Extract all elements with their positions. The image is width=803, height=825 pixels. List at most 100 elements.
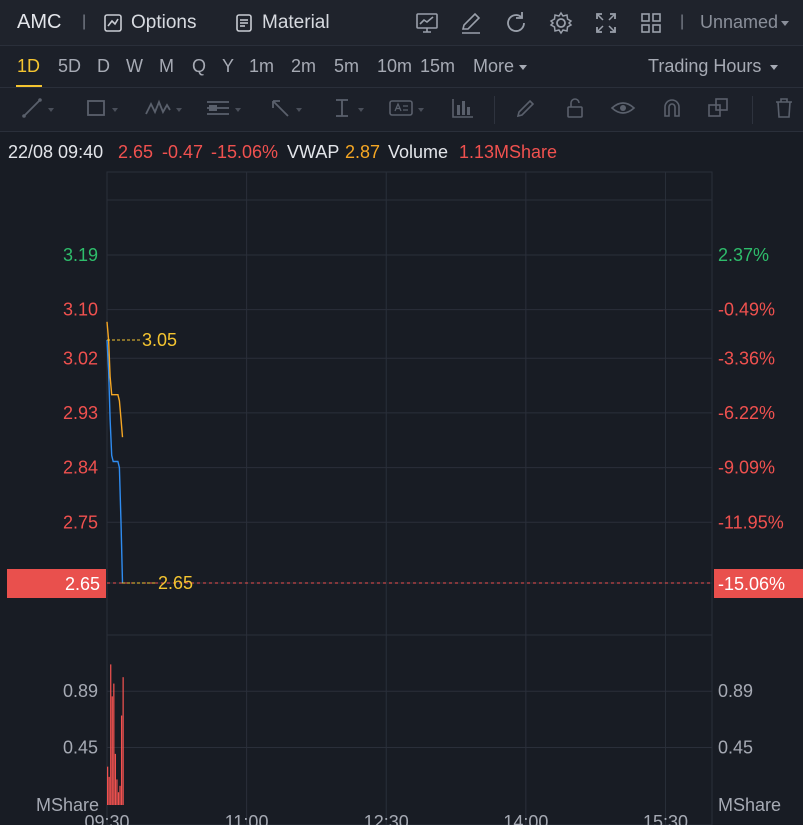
- period-1m[interactable]: 1m: [249, 56, 275, 76]
- pct-tick-label: -9.09%: [718, 458, 775, 478]
- pct-tick-label: -11.95%: [718, 512, 784, 532]
- lock-icon: [563, 96, 587, 125]
- fib-tool[interactable]: [205, 98, 242, 122]
- session-dropdown[interactable]: Trading Hours: [648, 56, 779, 77]
- more-periods-dropdown[interactable]: More: [473, 56, 528, 77]
- toolbar-separator-2: |: [680, 13, 685, 30]
- volume-bar: [107, 766, 109, 805]
- indicator-icon[interactable]: [414, 10, 440, 36]
- text-box-icon: [388, 96, 414, 125]
- current-pct-tag: -15.06%: [718, 574, 785, 594]
- volume-unit-label: MShare: [36, 795, 99, 815]
- period-q[interactable]: Q: [192, 56, 207, 76]
- options-label: Options: [131, 12, 197, 33]
- caret-down-icon: [175, 101, 183, 119]
- volume-bar: [108, 776, 110, 805]
- time-tick-label: 12:30: [364, 812, 409, 825]
- period-5m[interactable]: 5m: [334, 56, 360, 76]
- brush-tool[interactable]: [514, 98, 538, 122]
- quote-price: 2.65: [118, 142, 154, 162]
- material-button[interactable]: Material: [234, 9, 330, 37]
- layout-dropdown[interactable]: Unnamed: [700, 12, 790, 33]
- drawing-toolbar: [0, 88, 803, 132]
- volume-bar: [114, 753, 116, 805]
- vwap-label: VWAP: [287, 142, 340, 162]
- time-tick-label: 15:30: [643, 812, 688, 825]
- volume-bar: [117, 792, 120, 805]
- time-tick-label: 09:30: [84, 812, 129, 825]
- toolbar-divider: [752, 96, 753, 124]
- grid-layout-icon[interactable]: [638, 10, 664, 36]
- price-line: [106, 339, 124, 584]
- current-price-tag-bg: [7, 569, 106, 598]
- arrow-icon: [268, 96, 292, 125]
- volume-unit-label-right: MShare: [718, 795, 781, 815]
- volume-bar: [120, 715, 123, 805]
- volume-bar: [110, 664, 112, 805]
- caret-down-icon: [47, 101, 55, 119]
- delete-drawings-tool[interactable]: [772, 96, 796, 125]
- layout-name: Unnamed: [700, 12, 779, 32]
- volume-value: 1.13MShare: [459, 142, 558, 162]
- active-period-indicator: [16, 85, 42, 87]
- pattern-tool[interactable]: [144, 98, 183, 122]
- options-button[interactable]: Options: [103, 9, 196, 37]
- period-m[interactable]: M: [159, 56, 174, 76]
- price-tick-label: 3.10: [63, 300, 98, 320]
- trend-line-icon: [20, 96, 44, 125]
- period-5d[interactable]: 5D: [58, 56, 82, 76]
- caret-down-icon: [518, 56, 528, 77]
- period-2m[interactable]: 2m: [291, 56, 317, 76]
- settings-icon[interactable]: [548, 10, 574, 36]
- caret-down-icon: [295, 101, 303, 119]
- period-10m[interactable]: 10m: [377, 56, 413, 76]
- refresh-icon[interactable]: [503, 10, 529, 36]
- magnet-tool[interactable]: [660, 98, 684, 122]
- pct-tick-label: -0.49%: [718, 300, 775, 320]
- quote-datetime: 22/08 09:40: [8, 142, 104, 162]
- toolbar-separator: |: [82, 13, 87, 30]
- draw-icon[interactable]: [458, 10, 484, 36]
- show-drawings-tool[interactable]: [610, 98, 636, 122]
- volume-bar: [113, 683, 115, 805]
- trend-line-tool[interactable]: [20, 96, 55, 125]
- period-1d[interactable]: 1D: [17, 56, 41, 76]
- caret-down-icon: [357, 101, 365, 119]
- volume-profile-tool[interactable]: [450, 98, 476, 122]
- session-label: Trading Hours: [648, 56, 762, 76]
- arrow-tool[interactable]: [268, 98, 303, 122]
- period-y[interactable]: Y: [222, 56, 235, 76]
- vwap-line: [106, 321, 124, 438]
- current-price-tag: 2.65: [65, 574, 100, 594]
- caret-down-icon: [769, 56, 779, 77]
- pattern-icon: [144, 96, 172, 125]
- volume-tick-label: 0.45: [63, 737, 98, 757]
- volume-bar: [116, 779, 118, 805]
- fullscreen-icon[interactable]: [593, 10, 619, 36]
- volume-bar: [111, 696, 113, 805]
- period-w[interactable]: W: [126, 56, 143, 76]
- vwap-value: 2.87: [345, 142, 381, 162]
- price-tick-label: 2.84: [63, 458, 98, 478]
- volume-tick-label-right: 0.89: [718, 681, 753, 701]
- text-tool[interactable]: [388, 98, 425, 122]
- period-d[interactable]: D: [97, 56, 110, 76]
- price-tick-label: 3.02: [63, 348, 98, 368]
- copy-drawings-tool[interactable]: [706, 96, 730, 125]
- measure-tool[interactable]: [330, 98, 365, 122]
- copy-icon: [706, 96, 730, 125]
- more-label: More: [473, 56, 515, 76]
- quote-change-pct: -15.06%: [211, 142, 279, 162]
- symbol-title[interactable]: AMC: [17, 11, 62, 33]
- intraday-chart[interactable]: 3.19 3.10 3.02 2.93 2.84 2.75 2.37% -0.49% -3.36…: [0, 170, 803, 825]
- material-icon: [234, 13, 254, 33]
- pct-tick-label: 2.37%: [718, 245, 769, 265]
- quote-change: -0.47: [162, 142, 204, 162]
- price-tick-label: 2.93: [63, 403, 98, 423]
- lock-drawings-tool[interactable]: [563, 96, 587, 125]
- current-pct-tag-bg: [714, 569, 803, 598]
- period-15m[interactable]: 15m: [420, 56, 456, 76]
- rectangle-tool[interactable]: [84, 98, 119, 122]
- period-bar: 1D 5D D W M Q Y 1m 2m 5m 10m 15m More Tr…: [0, 46, 803, 88]
- trash-icon: [772, 96, 796, 125]
